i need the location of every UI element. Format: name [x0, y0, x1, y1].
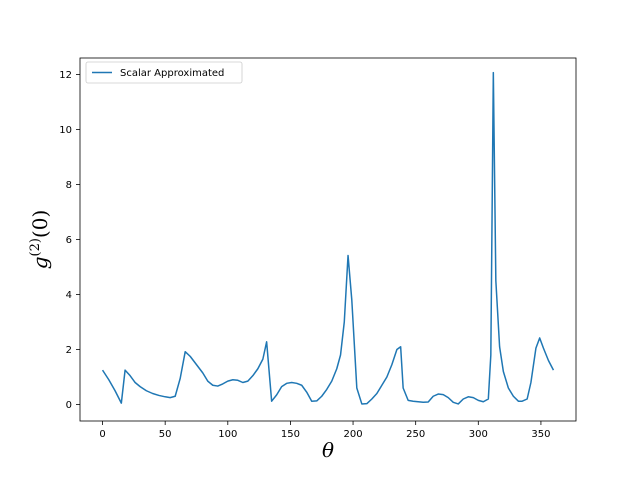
x-tick-label: 200	[344, 429, 363, 440]
x-tick-label: 300	[469, 429, 488, 440]
y-tick-label: 8	[66, 180, 72, 191]
y-tick-label: 0	[66, 400, 72, 411]
y-tick-label: 2	[66, 345, 72, 356]
x-tick-label: 50	[159, 429, 172, 440]
y-tick-label: 6	[66, 235, 72, 246]
series-line-0	[101, 71, 555, 405]
legend-box	[85, 61, 243, 84]
x-tick-label: 150	[281, 429, 300, 440]
y-axis-label-superscript: (2)	[28, 238, 43, 256]
y-tick-label: 10	[59, 125, 72, 136]
x-axis-label: θ	[322, 438, 334, 462]
x-tick-label: 250	[406, 429, 425, 440]
y-axis-label-base: g	[28, 256, 52, 269]
y-tick-label: 12	[59, 70, 72, 81]
legend-label: Scalar Approximated	[120, 68, 224, 79]
x-tick-label: 350	[531, 429, 550, 440]
legend: Scalar Approximated	[85, 61, 243, 84]
x-tick-label: 0	[99, 429, 105, 440]
plot-area	[101, 71, 555, 405]
x-tick-label: 100	[218, 429, 237, 440]
x-axis: 0 50 100 150 200 250 300 350	[99, 421, 550, 440]
y-tick-label: 4	[66, 290, 72, 301]
y-axis: 0 2 4 6 8 10 12	[59, 70, 80, 411]
y-axis-label: g(2)(0)	[28, 210, 52, 270]
y-axis-label-argument: (0)	[28, 210, 52, 238]
